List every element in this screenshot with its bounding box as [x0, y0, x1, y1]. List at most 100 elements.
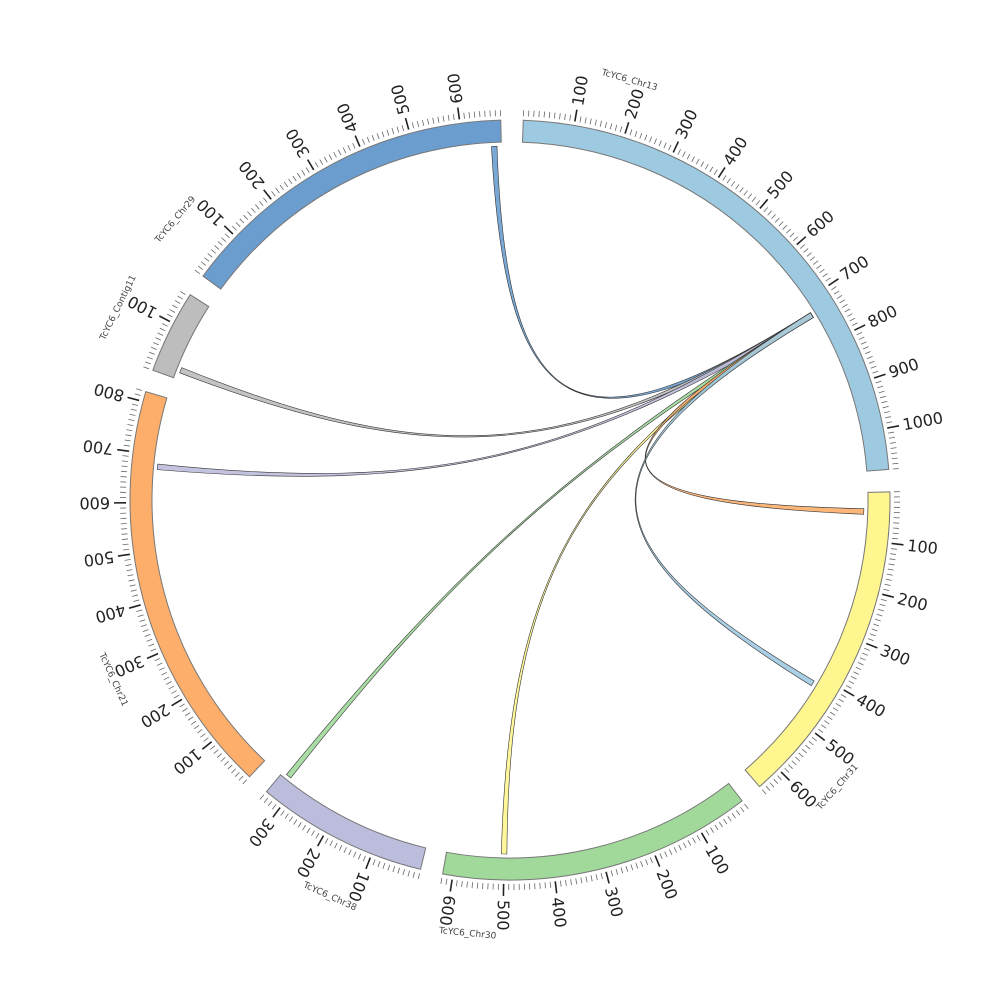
major-tick [223, 225, 234, 235]
major-tick [146, 652, 159, 660]
minor-tick [263, 197, 268, 203]
minor-tick [669, 849, 673, 855]
minor-tick [134, 393, 141, 396]
minor-tick [876, 613, 883, 617]
minor-tick [723, 818, 728, 825]
major-tick [882, 593, 895, 599]
minor-tick [177, 295, 183, 300]
minor-tick [595, 874, 598, 881]
tick-label-chr21-500: 500 [82, 547, 115, 570]
minor-tick [216, 753, 222, 758]
minor-tick [452, 114, 455, 121]
minor-tick [856, 331, 863, 336]
major-tick [117, 448, 130, 452]
minor-tick [168, 685, 175, 690]
minor-tick [744, 803, 749, 810]
minor-tick [832, 707, 839, 712]
minor-tick [640, 860, 644, 867]
minor-tick [155, 337, 162, 341]
major-tick [117, 553, 130, 557]
minor-tick [227, 764, 233, 770]
minor-tick [649, 136, 653, 143]
major-tick [201, 741, 213, 750]
major-tick [127, 396, 140, 402]
minor-tick [148, 643, 155, 647]
minor-tick [678, 844, 682, 851]
major-tick [128, 604, 141, 609]
minor-tick [700, 161, 705, 167]
minor-tick [194, 269, 200, 275]
minor-tick [892, 537, 899, 540]
minor-tick [625, 865, 629, 872]
tick-label-chr30-500: 500 [493, 900, 513, 931]
minor-tick [883, 588, 890, 592]
minor-tick [580, 877, 583, 884]
tick-label-chr30-300: 300 [601, 885, 627, 919]
minor-tick [774, 217, 780, 223]
minor-tick [839, 299, 845, 304]
major-tick [865, 642, 878, 649]
minor-tick [125, 564, 132, 566]
tick-label-chr13-400: 400 [719, 133, 752, 169]
tick-label-chr21-400: 400 [93, 600, 128, 627]
minor-tick [126, 429, 133, 432]
minor-tick [139, 619, 146, 623]
minor-tick [171, 690, 177, 694]
minor-tick [891, 452, 898, 454]
minor-tick [695, 158, 700, 165]
minor-tick [639, 132, 643, 139]
minor-tick [735, 810, 741, 816]
minor-tick [468, 112, 471, 119]
minor-tick [862, 652, 868, 656]
minor-tick [154, 657, 161, 662]
minor-tick [371, 135, 375, 141]
minor-tick [788, 764, 793, 769]
minor-tick [342, 147, 347, 154]
major-tick [449, 879, 453, 892]
minor-tick [673, 847, 678, 853]
tick-label-chr13-600: 600 [802, 207, 837, 242]
minor-tick [615, 868, 619, 875]
minor-tick [811, 736, 817, 742]
minor-tick [334, 842, 338, 849]
minor-tick [855, 666, 862, 671]
major-tick [306, 159, 315, 171]
minor-tick [271, 191, 276, 197]
minor-tick [614, 124, 618, 131]
minor-tick [210, 249, 216, 254]
minor-tick [280, 810, 285, 816]
minor-tick [159, 327, 166, 332]
minor-tick [173, 694, 180, 699]
minor-tick [382, 862, 386, 869]
minor-tick [726, 178, 731, 184]
major-tick [796, 236, 807, 246]
minor-tick [844, 308, 851, 313]
minor-tick [130, 589, 137, 592]
minor-tick [544, 882, 546, 889]
minor-tick [806, 252, 812, 257]
minor-tick [288, 816, 294, 822]
minor-tick [890, 548, 897, 550]
minor-tick [851, 322, 858, 326]
link-chr13-chr38-3 [286, 312, 814, 779]
tick-label-chr31-300: 300 [878, 641, 913, 670]
minor-tick [279, 184, 284, 191]
minor-tick [735, 184, 740, 190]
minor-tick [600, 872, 603, 879]
tick-label-chr13-100: 100 [568, 74, 592, 107]
tick-label-chr21-200: 200 [137, 700, 173, 732]
minor-tick [793, 236, 799, 242]
minor-tick [377, 861, 381, 868]
minor-tick [847, 313, 853, 317]
minor-tick [653, 138, 657, 145]
minor-tick [739, 187, 744, 193]
minor-tick [827, 715, 833, 721]
minor-tick [338, 149, 342, 156]
minor-tick [427, 118, 430, 125]
major-tick [574, 109, 578, 122]
tick-label-chr29-600: 600 [444, 72, 467, 105]
minor-tick [798, 752, 804, 758]
minor-tick [463, 112, 465, 119]
minor-tick [765, 785, 771, 791]
minor-tick [813, 260, 819, 265]
